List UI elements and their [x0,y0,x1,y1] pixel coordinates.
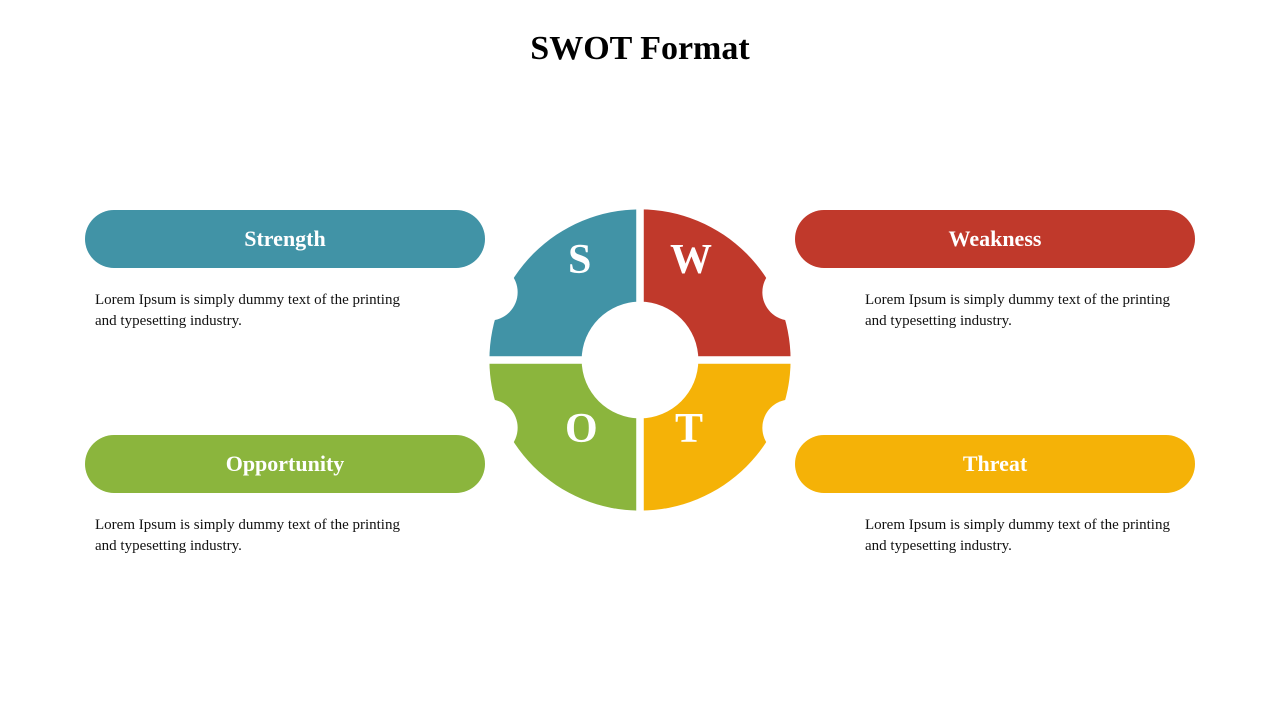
quadrant-s-shape [489,209,640,360]
swot-diagram: SWOT Format [0,0,1280,720]
quadrant-s-letter: S [568,236,591,284]
quadrant-t-shape [640,360,791,511]
pill-weakness-label: Weakness [949,226,1042,252]
page-title: SWOT Format [0,30,1280,68]
swot-donut: S W O T [480,200,800,520]
pill-threat: Threat [795,435,1195,493]
quadrant-t-letter: T [675,405,703,453]
pill-strength-label: Strength [244,226,326,252]
desc-threat: Lorem Ipsum is simply dummy text of the … [865,515,1195,557]
desc-weakness: Lorem Ipsum is simply dummy text of the … [865,290,1195,332]
pill-opportunity: Opportunity [85,435,485,493]
quadrant-o-letter: O [565,405,598,453]
pill-opportunity-label: Opportunity [226,451,345,477]
desc-opportunity: Lorem Ipsum is simply dummy text of the … [95,515,425,557]
pill-weakness: Weakness [795,210,1195,268]
quadrant-w-letter: W [670,236,712,284]
desc-strength: Lorem Ipsum is simply dummy text of the … [95,290,425,332]
pill-strength: Strength [85,210,485,268]
pill-threat-label: Threat [963,451,1027,477]
quadrant-w-shape [640,209,791,360]
